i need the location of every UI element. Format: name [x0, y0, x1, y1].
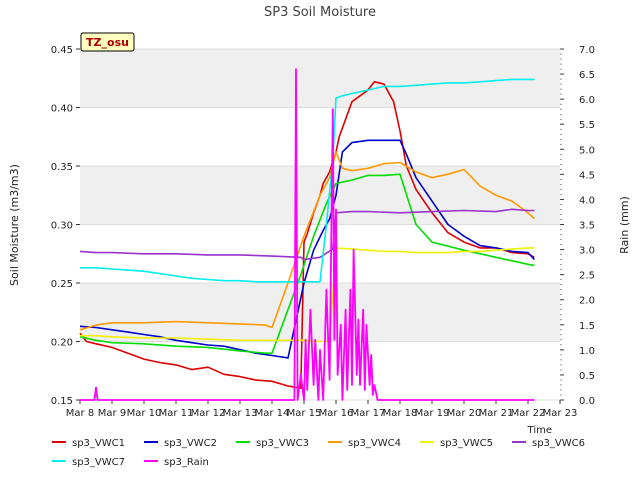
y2-tick-label: 3.0: [579, 246, 595, 257]
x-tick-label: Mar 15: [287, 408, 322, 419]
legend-label-sp3_VWC3: sp3_VWC3: [256, 438, 309, 449]
series-line-sp3_VWC3: [79, 173, 535, 355]
y2-tick-label: 7.0: [579, 45, 595, 56]
y-tick-label: 0.30: [51, 221, 73, 232]
x-tick-label: Mar 17: [351, 408, 386, 419]
x-tick-label: Mar 13: [223, 408, 258, 419]
y2-tick-label: 2.5: [579, 271, 595, 282]
y-tick-label: 0.15: [51, 396, 73, 407]
y2-tick-label: 1.5: [579, 321, 595, 332]
x-tick-label: Mar 23: [543, 408, 578, 419]
x-tick-label: Mar 12: [191, 408, 226, 419]
y-tick-label: 0.45: [51, 45, 73, 56]
legend-label-sp3_VWC6: sp3_VWC6: [532, 438, 585, 449]
x-tick-label: Mar 20: [447, 408, 482, 419]
series-line-sp3_VWC7: [80, 78, 535, 283]
y2-tick-label: 4.0: [579, 195, 595, 206]
y2-tick-label: 5.0: [579, 145, 595, 156]
y2-tick-label: 1.0: [579, 346, 595, 357]
legend: sp3_VWC1 sp3_VWC2 sp3_VWC3 sp3_VWC4 sp3_VWC5…: [52, 438, 585, 468]
chart-title: SP3 Soil Moisture: [264, 5, 376, 20]
grid-band: [80, 283, 560, 342]
y-tick-label: 0.35: [51, 162, 73, 173]
x-tick-label: Mar 16: [319, 408, 354, 419]
y2-tick-label: 6.5: [579, 70, 595, 81]
series-line-sp3_VWC1: [79, 81, 535, 390]
y-axis: 0.15 0.20 0.25 0.30 0.35 0.40 0.45: [51, 45, 80, 407]
legend-label-sp3_VWC1: sp3_VWC1: [72, 438, 125, 449]
legend-label-sp3_VWC2: sp3_VWC2: [164, 438, 217, 449]
series-line-sp3_VWC6: [79, 208, 535, 261]
x-tick-label: Mar 22: [511, 408, 546, 419]
y2-tick-label: 2.0: [579, 296, 595, 307]
y-tick-label: 0.20: [51, 338, 73, 349]
x-tick-label: Mar 19: [415, 408, 450, 419]
legend-label-sp3_VWC7: sp3_VWC7: [72, 457, 125, 468]
annotation-label: TZ_osu: [86, 36, 129, 49]
y2-axis: 0.0 0.5 1.0 1.5 2.0 2.5 3.0 3.5 4.0 4.5 5.0 5.5 6.0 6…: [560, 45, 595, 407]
y-tick-label: 0.40: [51, 104, 73, 115]
series-line-sp3_Rain: [80, 68, 535, 401]
y2-tick-label: 6.0: [579, 95, 595, 106]
y2-tick-label: 3.5: [579, 221, 595, 232]
x-tick-label: Mar 18: [383, 408, 418, 419]
x-tick-label: Mar 11: [159, 408, 194, 419]
grid-band: [80, 49, 560, 108]
x-tick-label: Mar 9: [98, 408, 126, 419]
y-axis-label: Soil Moisture (m3/m3): [8, 164, 21, 286]
grid-band: [80, 107, 560, 166]
x-tick-label: Mar 14: [255, 408, 290, 419]
legend-label-sp3_VWC5: sp3_VWC5: [440, 438, 493, 449]
legend-label-sp3_Rain: sp3_Rain: [164, 457, 209, 468]
x-axis-label: Time: [527, 425, 552, 436]
series-line-sp3_VWC4: [79, 151, 535, 331]
y2-axis-label: Rain (mm): [618, 196, 631, 254]
series-lines: [79, 68, 535, 401]
annotation-box: TZ_osu: [80, 32, 135, 52]
series-line-sp3_VWC5: [80, 247, 535, 343]
y-tick-label: 0.25: [51, 279, 73, 290]
legend-label-sp3_VWC4: sp3_VWC4: [348, 438, 401, 449]
y2-tick-label: 0.5: [579, 371, 595, 382]
y2-tick-label: 0.0: [579, 396, 595, 407]
x-tick-label: Mar 21: [479, 408, 514, 419]
x-tick-label: Mar 10: [127, 408, 162, 419]
y2-tick-label: 4.5: [579, 170, 595, 181]
x-tick-label: Mar 8: [66, 408, 94, 419]
y2-tick-label: 5.5: [579, 120, 595, 131]
